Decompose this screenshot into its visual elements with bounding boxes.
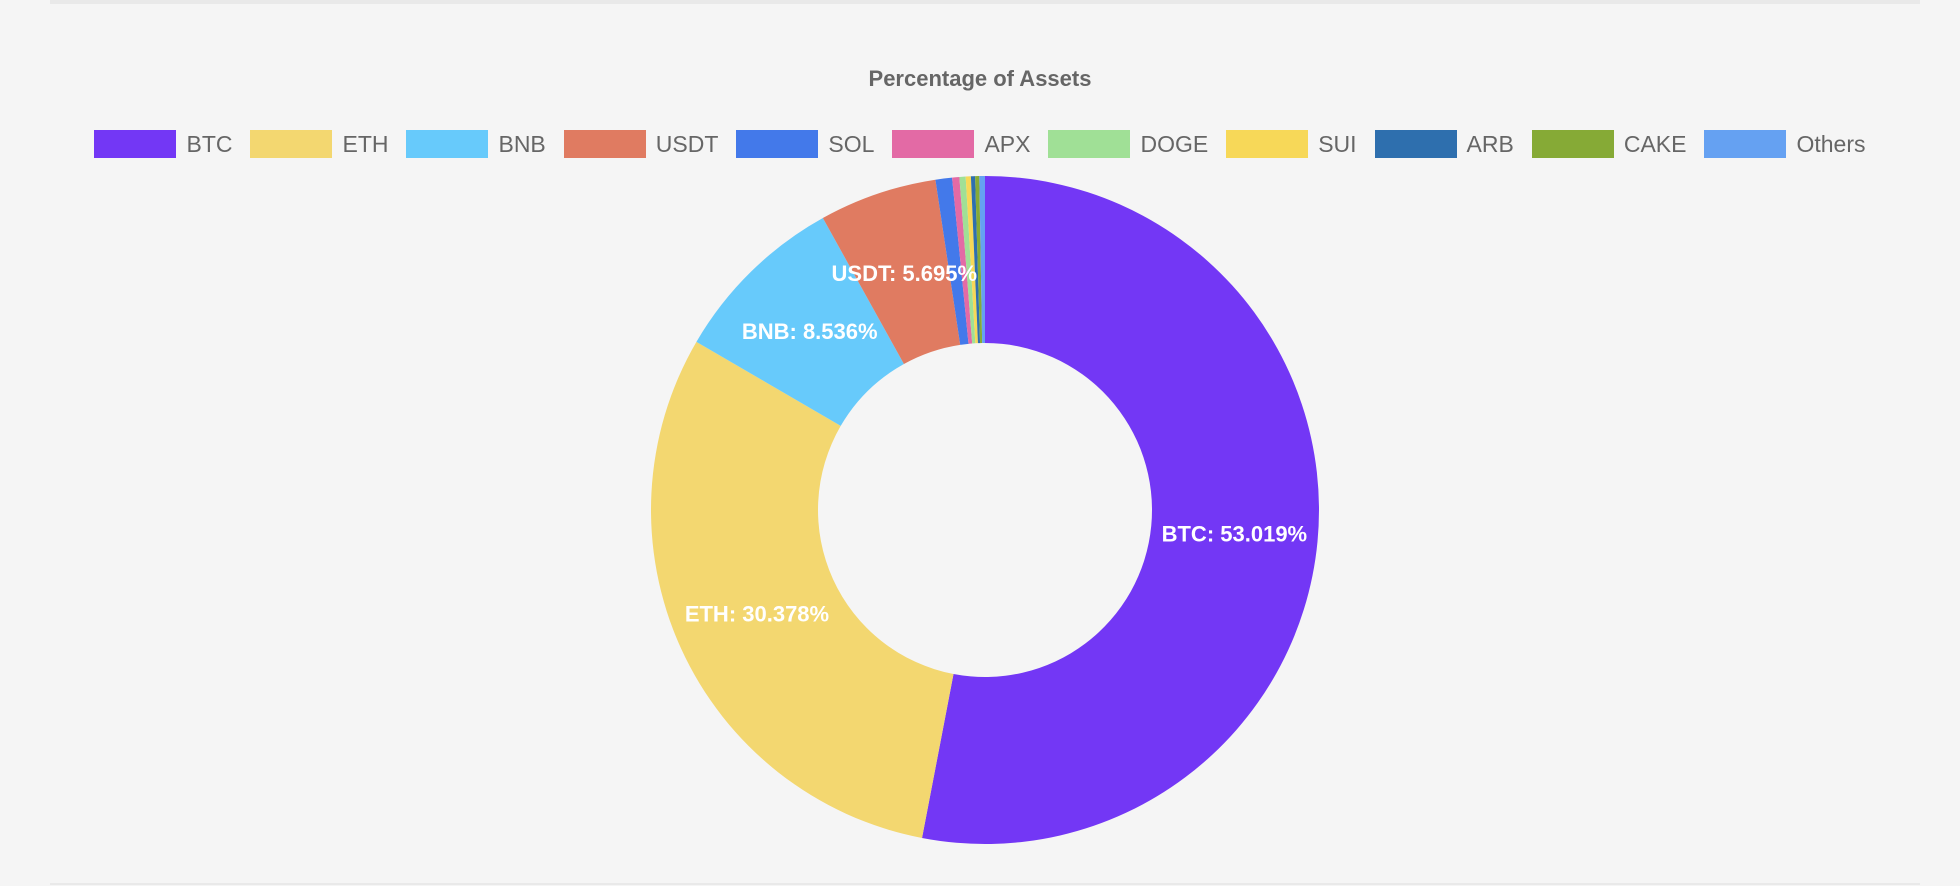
- legend-label: BNB: [498, 130, 546, 157]
- legend-swatch: [250, 130, 333, 158]
- slice-arb[interactable]: [970, 176, 981, 344]
- slice-sol[interactable]: [935, 177, 969, 345]
- slice-btc[interactable]: [922, 176, 1320, 844]
- slice-sui[interactable]: [965, 176, 978, 344]
- slice-usdt[interactable]: [822, 179, 961, 364]
- chart-legend: BTC ETH BNB USDT SOL APX DOGE SUI ARB CAKE Others: [0, 130, 1960, 158]
- legend-swatch: [406, 130, 489, 158]
- legend-label: ARB: [1466, 130, 1514, 157]
- legend-label: USDT: [655, 130, 719, 157]
- legend-swatch: [94, 130, 177, 158]
- legend-item-bnb[interactable]: BNB: [406, 130, 546, 158]
- legend-swatch: [563, 130, 646, 158]
- legend-label: BTC: [186, 130, 233, 157]
- legend-item-btc[interactable]: BTC: [94, 130, 232, 158]
- data-label-bnb: BNB: 8.536%: [742, 319, 878, 344]
- legend-label: SUI: [1318, 130, 1357, 157]
- data-label-eth: ETH: 30.378%: [685, 602, 829, 627]
- legend-item-sui[interactable]: SUI: [1226, 130, 1357, 158]
- bottom-divider: [50, 883, 1920, 885]
- top-divider: [50, 0, 1920, 4]
- legend-swatch: [1226, 130, 1309, 158]
- slice-cake[interactable]: [975, 176, 983, 344]
- legend-swatch: [892, 130, 975, 158]
- slice-bnb[interactable]: [696, 217, 904, 426]
- legend-item-eth[interactable]: ETH: [250, 130, 388, 158]
- legend-swatch: [1531, 130, 1614, 158]
- legend-item-sol[interactable]: SOL: [736, 130, 874, 158]
- chart-title: Percentage of Assets: [868, 66, 1092, 91]
- legend-item-apx[interactable]: APX: [892, 130, 1030, 158]
- slice-eth[interactable]: [651, 341, 954, 839]
- legend-label: Others: [1796, 130, 1866, 157]
- legend-swatch: [736, 130, 819, 158]
- legend-item-usdt[interactable]: USDT: [563, 130, 719, 158]
- legend-label: ETH: [342, 130, 389, 157]
- data-label-usdt: USDT: 5.695%: [832, 261, 978, 286]
- slice-apx[interactable]: [952, 176, 973, 344]
- legend-label: SOL: [828, 130, 875, 157]
- legend-item-cake[interactable]: CAKE: [1531, 130, 1687, 158]
- legend-swatch: [1704, 130, 1787, 158]
- slice-doge[interactable]: [959, 176, 976, 344]
- legend-label: DOGE: [1140, 130, 1209, 157]
- legend-label: APX: [984, 130, 1031, 157]
- legend-swatch: [1048, 130, 1131, 158]
- slice-others[interactable]: [979, 176, 985, 344]
- legend-label: CAKE: [1623, 130, 1687, 157]
- legend-item-doge[interactable]: DOGE: [1048, 130, 1208, 158]
- legend-swatch: [1374, 130, 1457, 158]
- legend-item-others[interactable]: Others: [1704, 130, 1866, 158]
- legend-item-arb[interactable]: ARB: [1374, 130, 1514, 158]
- data-label-btc: BTC: 53.019%: [1162, 522, 1308, 547]
